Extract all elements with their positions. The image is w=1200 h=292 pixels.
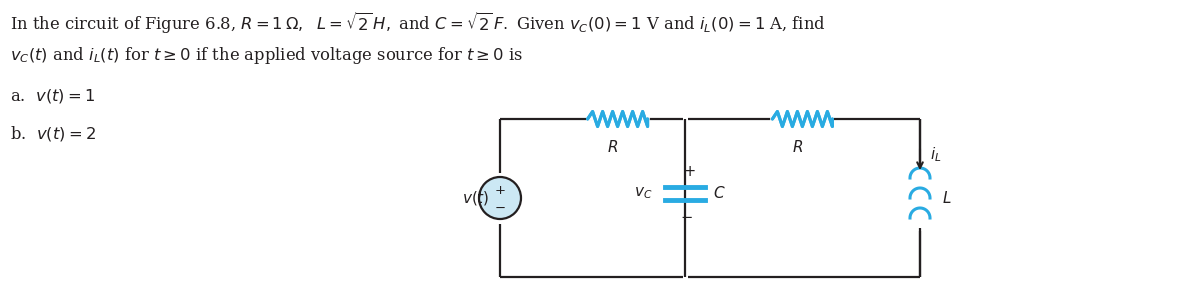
Text: $v_C(t)$ and $i_L(t)$ for $t \geq 0$ if the applied voltage source for $t \geq 0: $v_C(t)$ and $i_L(t)$ for $t \geq 0$ if … (10, 45, 523, 66)
Circle shape (479, 177, 521, 219)
Text: $+$: $+$ (494, 183, 506, 197)
Text: $R$: $R$ (792, 139, 803, 155)
Text: In the circuit of Figure 6.8, $R = 1\,\Omega,$  $L = \sqrt{2}\,H,$ and $C = \sqr: In the circuit of Figure 6.8, $R = 1\,\O… (10, 10, 826, 36)
Text: $+$: $+$ (684, 166, 696, 180)
Text: $-$: $-$ (494, 201, 506, 213)
Text: $-$: $-$ (680, 209, 694, 223)
Text: $R$: $R$ (607, 139, 618, 155)
Text: $C$: $C$ (713, 185, 725, 201)
Text: $i_L$: $i_L$ (930, 146, 942, 164)
Text: $v_C$: $v_C$ (635, 185, 653, 201)
Text: b.  $v(t) = 2$: b. $v(t) = 2$ (10, 124, 96, 143)
Text: $L$: $L$ (942, 190, 952, 206)
Text: $v(t)$: $v(t)$ (462, 189, 490, 207)
Text: a.  $v(t) = 1$: a. $v(t) = 1$ (10, 87, 95, 105)
